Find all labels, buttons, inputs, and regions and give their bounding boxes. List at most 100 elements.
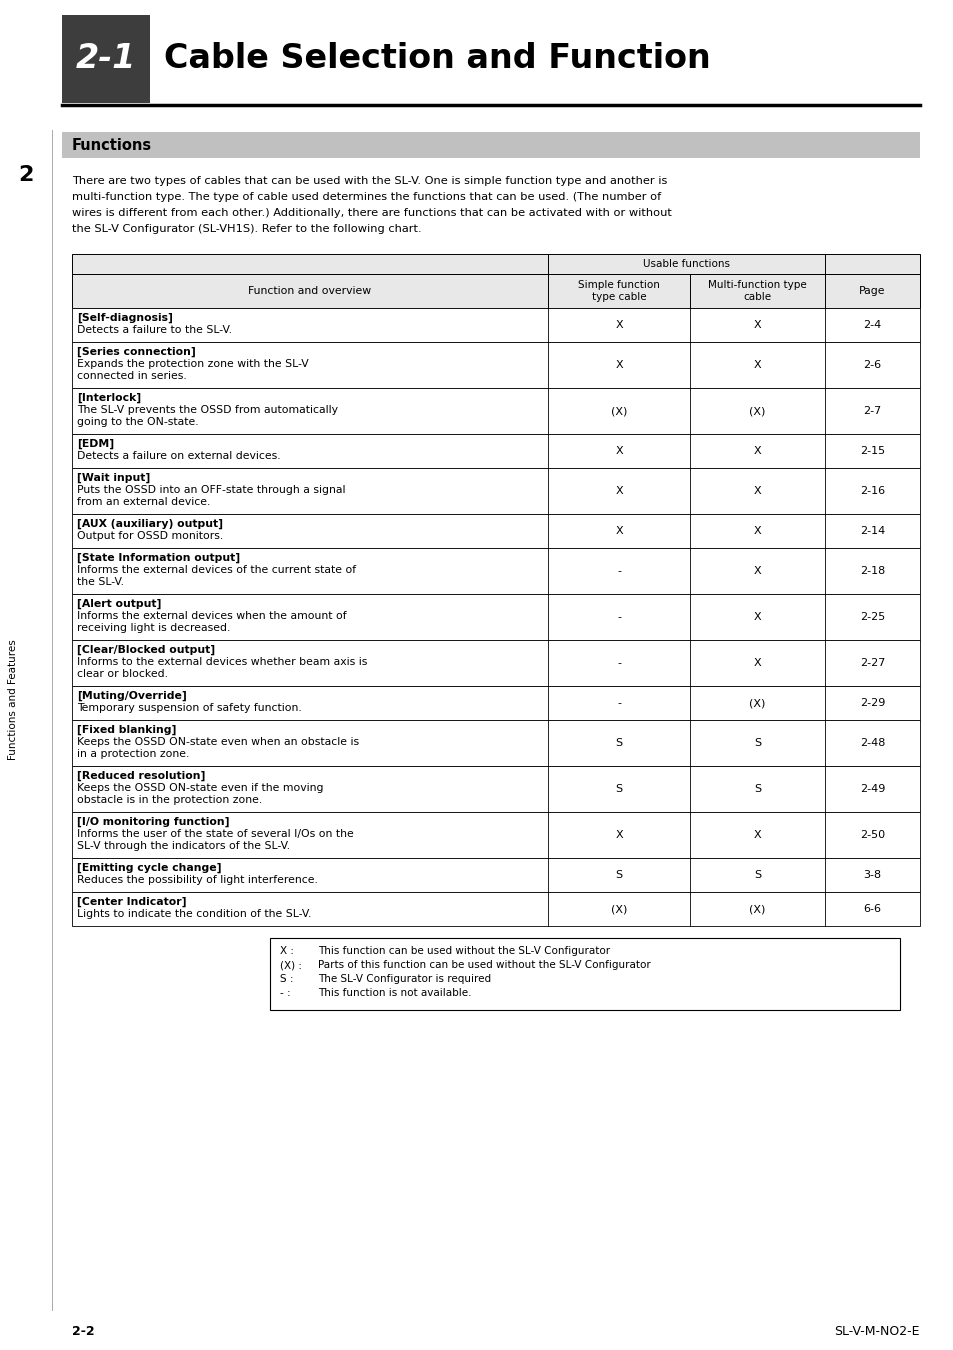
Text: 2-18: 2-18 — [859, 566, 884, 576]
Bar — [71, 433, 919, 468]
Text: [I/O monitoring function]: [I/O monitoring function] — [77, 817, 230, 828]
Text: (X): (X) — [610, 406, 626, 416]
Text: X: X — [615, 360, 622, 370]
Text: [Center Indicator]: [Center Indicator] — [77, 896, 186, 907]
Text: Keeps the OSSD ON-state even if the moving: Keeps the OSSD ON-state even if the movi… — [77, 783, 323, 792]
Text: 2-6: 2-6 — [862, 360, 881, 370]
Text: The SL-V Configurator is required: The SL-V Configurator is required — [317, 973, 491, 984]
Bar — [71, 514, 919, 548]
Bar — [71, 640, 919, 686]
Text: [AUX (auxiliary) output]: [AUX (auxiliary) output] — [77, 518, 223, 529]
Text: 2-14: 2-14 — [859, 526, 884, 536]
Text: SL-V-M-NO2-E: SL-V-M-NO2-E — [834, 1324, 919, 1338]
Text: [Muting/Override]: [Muting/Override] — [77, 691, 187, 701]
Text: X: X — [753, 486, 760, 495]
Bar — [71, 686, 919, 720]
Text: S: S — [753, 869, 760, 880]
Text: multi-function type. The type of cable used determines the functions that can be: multi-function type. The type of cable u… — [71, 192, 660, 202]
Text: Output for OSSD monitors.: Output for OSSD monitors. — [77, 531, 223, 541]
Text: -: - — [617, 612, 620, 622]
Text: from an external device.: from an external device. — [77, 497, 211, 508]
Text: (X) :: (X) : — [280, 960, 302, 971]
Text: connected in series.: connected in series. — [77, 371, 187, 381]
Bar — [71, 274, 919, 308]
Text: Functions: Functions — [71, 138, 152, 153]
Text: (X): (X) — [748, 406, 765, 416]
Text: 2-1: 2-1 — [75, 42, 136, 76]
Text: -: - — [617, 698, 620, 707]
Text: (X): (X) — [748, 904, 765, 914]
Text: 2-7: 2-7 — [862, 406, 881, 416]
Text: Keeps the OSSD ON-state even when an obstacle is: Keeps the OSSD ON-state even when an obs… — [77, 737, 358, 747]
Bar — [71, 765, 919, 811]
Text: [Clear/Blocked output]: [Clear/Blocked output] — [77, 645, 214, 655]
Text: X: X — [615, 446, 622, 456]
Text: X: X — [753, 830, 760, 840]
Text: X: X — [615, 526, 622, 536]
Text: 3-8: 3-8 — [862, 869, 881, 880]
Bar — [71, 548, 919, 594]
Text: Lights to indicate the condition of the SL-V.: Lights to indicate the condition of the … — [77, 909, 311, 919]
Text: -: - — [617, 657, 620, 668]
Bar — [71, 468, 919, 514]
Text: going to the ON-state.: going to the ON-state. — [77, 417, 198, 427]
Text: [Emitting cycle change]: [Emitting cycle change] — [77, 863, 221, 873]
Text: X: X — [753, 612, 760, 622]
Text: S :: S : — [280, 973, 294, 984]
Bar — [71, 308, 919, 342]
Bar — [71, 720, 919, 765]
Text: 2-25: 2-25 — [859, 612, 884, 622]
Text: X: X — [753, 657, 760, 668]
Text: the SL-V Configurator (SL-VH1S). Refer to the following chart.: the SL-V Configurator (SL-VH1S). Refer t… — [71, 224, 421, 234]
Text: Informs the user of the state of several I/Os on the: Informs the user of the state of several… — [77, 829, 354, 838]
Text: Parts of this function can be used without the SL-V Configurator: Parts of this function can be used witho… — [317, 960, 650, 971]
Text: Puts the OSSD into an OFF-state through a signal: Puts the OSSD into an OFF-state through … — [77, 485, 345, 495]
Text: S: S — [615, 869, 622, 880]
Bar — [62, 132, 919, 158]
Text: obstacle is in the protection zone.: obstacle is in the protection zone. — [77, 795, 262, 805]
Text: 2-49: 2-49 — [859, 784, 884, 794]
Text: (X): (X) — [610, 904, 626, 914]
Text: wires is different from each other.) Additionally, there are functions that can : wires is different from each other.) Add… — [71, 208, 671, 217]
Text: (X): (X) — [748, 698, 765, 707]
Bar — [71, 892, 919, 926]
Text: [Alert output]: [Alert output] — [77, 599, 161, 609]
Text: 2-29: 2-29 — [859, 698, 884, 707]
Text: Usable functions: Usable functions — [642, 259, 729, 269]
Text: Informs the external devices of the current state of: Informs the external devices of the curr… — [77, 566, 355, 575]
Text: 2-27: 2-27 — [859, 657, 884, 668]
Text: Multi-function type
cable: Multi-function type cable — [707, 279, 806, 302]
Text: [Interlock]: [Interlock] — [77, 393, 141, 404]
Text: the SL-V.: the SL-V. — [77, 576, 124, 587]
Text: Cable Selection and Function: Cable Selection and Function — [164, 42, 710, 76]
Text: S: S — [753, 784, 760, 794]
Text: 6-6: 6-6 — [862, 904, 881, 914]
Text: -: - — [617, 566, 620, 576]
Text: [Wait input]: [Wait input] — [77, 472, 150, 483]
Text: receiving light is decreased.: receiving light is decreased. — [77, 622, 230, 633]
Text: - :: - : — [280, 988, 291, 998]
Text: 2-16: 2-16 — [859, 486, 884, 495]
Text: in a protection zone.: in a protection zone. — [77, 749, 190, 759]
Text: 2-4: 2-4 — [862, 320, 881, 329]
Text: Functions and Features: Functions and Features — [8, 640, 18, 760]
Bar — [71, 594, 919, 640]
Text: X: X — [753, 446, 760, 456]
Text: Informs to the external devices whether beam axis is: Informs to the external devices whether … — [77, 657, 367, 667]
Text: Function and overview: Function and overview — [248, 286, 371, 296]
Text: Reduces the possibility of light interference.: Reduces the possibility of light interfe… — [77, 875, 317, 886]
Text: 2-15: 2-15 — [859, 446, 884, 456]
Text: [Fixed blanking]: [Fixed blanking] — [77, 725, 176, 736]
Bar — [71, 254, 919, 274]
Text: Simple function
type cable: Simple function type cable — [578, 279, 659, 302]
Text: S: S — [615, 784, 622, 794]
Text: X: X — [753, 526, 760, 536]
Text: X: X — [615, 830, 622, 840]
Text: This function is not available.: This function is not available. — [317, 988, 471, 998]
Text: 2: 2 — [18, 165, 33, 185]
Text: Page: Page — [859, 286, 884, 296]
Text: The SL-V prevents the OSSD from automatically: The SL-V prevents the OSSD from automati… — [77, 405, 337, 414]
Text: X: X — [753, 360, 760, 370]
Text: [Series connection]: [Series connection] — [77, 347, 195, 358]
Text: Expands the protection zone with the SL-V: Expands the protection zone with the SL-… — [77, 359, 309, 369]
